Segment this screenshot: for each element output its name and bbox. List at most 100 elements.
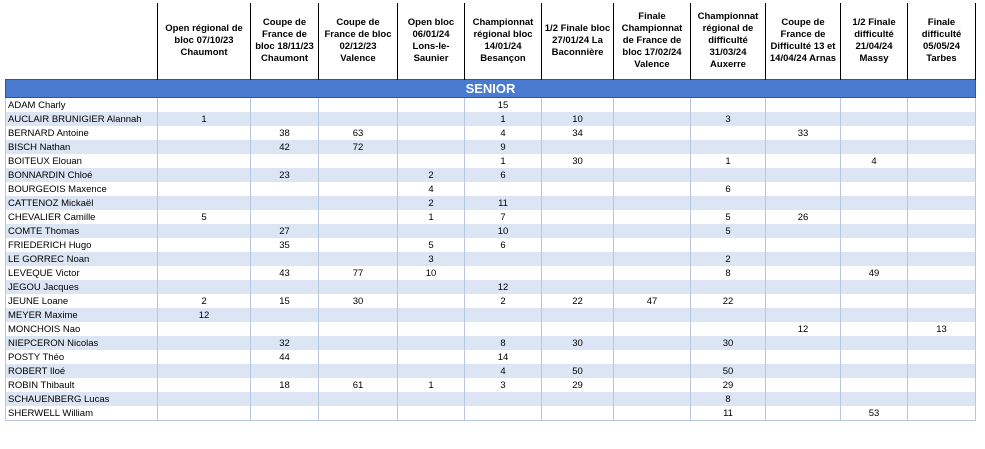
rank-cell: 26 bbox=[765, 210, 841, 224]
rank-cell bbox=[541, 97, 614, 112]
athlete-name: BONNARDIN Chloé bbox=[5, 168, 158, 182]
rank-cell bbox=[907, 224, 976, 238]
rank-cell bbox=[613, 392, 691, 406]
column-header: 1/2 Finale bloc 27/01/24 La Baconnière bbox=[541, 3, 614, 80]
rank-cell bbox=[907, 97, 976, 112]
rank-cell: 10 bbox=[397, 266, 465, 280]
rank-cell bbox=[840, 294, 908, 308]
rank-cell bbox=[157, 238, 251, 252]
data-row: ROBIN Thibault 18 61 1 3 29 29 bbox=[5, 378, 976, 392]
rank-cell: 3 bbox=[690, 112, 766, 126]
rank-cell bbox=[840, 336, 908, 350]
column-header: Coupe de France de bloc 18/11/23 Chaumon… bbox=[250, 3, 319, 80]
rank-cell: 10 bbox=[541, 112, 614, 126]
data-row: ROBERT Iloé 4 50 50 bbox=[5, 364, 976, 378]
rank-cell bbox=[907, 252, 976, 266]
rank-cell bbox=[318, 210, 398, 224]
rank-cell bbox=[690, 126, 766, 140]
rank-cell bbox=[907, 350, 976, 364]
rank-cell bbox=[765, 378, 841, 392]
rank-cell: 30 bbox=[690, 336, 766, 350]
rank-cell bbox=[613, 378, 691, 392]
rank-cell bbox=[250, 308, 319, 322]
rank-cell: 6 bbox=[464, 238, 542, 252]
rank-cell bbox=[157, 322, 251, 336]
rank-cell: 7 bbox=[464, 210, 542, 224]
column-header: Coupe de France de bloc 02/12/23 Valence bbox=[318, 3, 398, 80]
rank-cell bbox=[397, 224, 465, 238]
rank-cell bbox=[613, 154, 691, 168]
header-blank bbox=[6, 3, 158, 80]
rank-cell bbox=[765, 112, 841, 126]
rank-cell bbox=[157, 280, 251, 294]
rank-cell: 13 bbox=[907, 322, 976, 336]
data-row: JEUNE Loane 2 15 30 2 22 47 22 bbox=[5, 294, 976, 308]
rank-cell bbox=[157, 196, 251, 210]
athlete-name: BOITEUX Elouan bbox=[5, 154, 158, 168]
rank-cell bbox=[765, 406, 841, 421]
rank-cell bbox=[765, 308, 841, 322]
rank-cell bbox=[250, 252, 319, 266]
rank-cell: 15 bbox=[464, 97, 542, 112]
rank-cell bbox=[613, 168, 691, 182]
rank-cell bbox=[613, 140, 691, 154]
rank-cell bbox=[613, 322, 691, 336]
rank-cell bbox=[397, 97, 465, 112]
rank-cell: 10 bbox=[464, 224, 542, 238]
rank-cell bbox=[840, 252, 908, 266]
athlete-name: BERNARD Antoine bbox=[5, 126, 158, 140]
rank-cell bbox=[840, 126, 908, 140]
rank-cell: 72 bbox=[318, 140, 398, 154]
rank-cell: 1 bbox=[464, 154, 542, 168]
rank-cell bbox=[613, 196, 691, 210]
rank-cell: 77 bbox=[318, 266, 398, 280]
column-header: Open bloc 06/01/24 Lons-le-Saunier bbox=[397, 3, 465, 80]
rank-cell: 1 bbox=[464, 112, 542, 126]
rank-cell bbox=[157, 350, 251, 364]
rank-cell bbox=[464, 182, 542, 196]
rank-cell bbox=[613, 210, 691, 224]
rank-cell: 12 bbox=[157, 308, 251, 322]
rank-cell: 12 bbox=[464, 280, 542, 294]
rank-cell bbox=[765, 154, 841, 168]
rank-cell bbox=[907, 168, 976, 182]
rank-cell bbox=[690, 308, 766, 322]
rank-cell bbox=[840, 364, 908, 378]
column-header: Championnat régional de difficulté 31/03… bbox=[690, 3, 766, 80]
rank-cell bbox=[613, 126, 691, 140]
rank-cell bbox=[541, 238, 614, 252]
header-row: Open régional de bloc 07/10/23 Chaumont C… bbox=[6, 3, 976, 80]
rank-cell bbox=[765, 364, 841, 378]
rank-cell bbox=[907, 140, 976, 154]
rank-cell bbox=[318, 112, 398, 126]
rank-cell bbox=[541, 168, 614, 182]
rank-cell bbox=[397, 364, 465, 378]
athlete-name: BISCH Nathan bbox=[5, 140, 158, 154]
data-row: BISCH Nathan 42 72 9 bbox=[5, 140, 976, 154]
rank-cell bbox=[397, 294, 465, 308]
rank-cell bbox=[157, 266, 251, 280]
rank-cell bbox=[397, 126, 465, 140]
rank-cell bbox=[690, 322, 766, 336]
rank-cell: 38 bbox=[250, 126, 319, 140]
rank-cell: 5 bbox=[397, 238, 465, 252]
rank-cell bbox=[840, 350, 908, 364]
data-row: ADAM Charly 15 bbox=[5, 97, 976, 112]
rank-cell bbox=[318, 154, 398, 168]
data-row: BOITEUX Elouan 1 30 1 4 bbox=[5, 154, 976, 168]
rank-cell bbox=[464, 308, 542, 322]
athlete-name: LE GORREC Noan bbox=[5, 252, 158, 266]
rank-cell bbox=[250, 196, 319, 210]
data-row: CATTENOZ Mickaël 2 11 bbox=[5, 196, 976, 210]
rank-cell bbox=[397, 392, 465, 406]
rank-cell bbox=[250, 406, 319, 421]
data-row: BOURGEOIS Maxence 4 6 bbox=[5, 182, 976, 196]
rank-cell bbox=[765, 168, 841, 182]
rank-cell bbox=[541, 182, 614, 196]
rank-cell bbox=[541, 210, 614, 224]
rank-cell bbox=[613, 280, 691, 294]
rank-cell bbox=[765, 196, 841, 210]
rank-cell bbox=[318, 252, 398, 266]
rank-cell bbox=[907, 266, 976, 280]
athlete-name: ADAM Charly bbox=[5, 97, 158, 112]
